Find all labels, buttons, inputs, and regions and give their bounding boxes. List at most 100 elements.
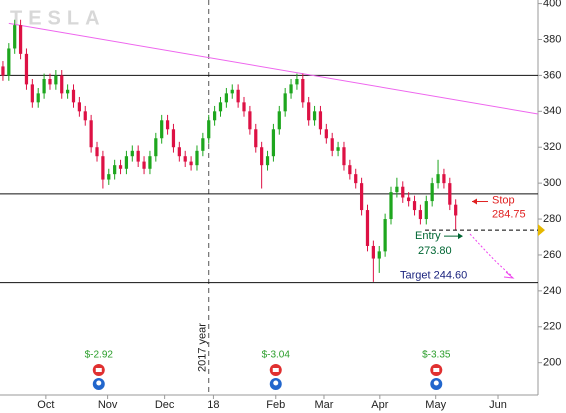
event-label: $-3.04 xyxy=(262,350,291,361)
candle-body xyxy=(312,111,317,121)
candle-body xyxy=(271,129,276,157)
candle-body xyxy=(307,102,311,121)
x-tick-label: May xyxy=(425,399,446,411)
level-label: Target 244.60 xyxy=(400,270,467,282)
event-icon-phone-glyph xyxy=(433,368,440,372)
candle-body xyxy=(248,111,252,130)
candle-body xyxy=(142,161,146,169)
entry-label: Entry xyxy=(415,230,441,242)
candle-body xyxy=(383,219,387,252)
candle-body xyxy=(289,84,293,94)
candle-body xyxy=(136,150,140,162)
x-tick-label: Dec xyxy=(155,399,175,411)
x-tick-label: Jun xyxy=(489,399,507,411)
candle-body xyxy=(130,150,134,157)
stop-label: Stop xyxy=(492,194,515,206)
candle-body xyxy=(207,120,211,139)
candle-body xyxy=(124,156,129,169)
candle-body xyxy=(89,120,93,148)
candle-body xyxy=(418,210,423,220)
x-tick-label: 18 xyxy=(207,399,219,411)
candle-body xyxy=(189,161,193,166)
candle-body xyxy=(348,165,352,175)
candle-body xyxy=(412,201,417,211)
y-tick-label: 220 xyxy=(543,321,561,333)
y-tick-label: 320 xyxy=(543,141,561,153)
candle-body xyxy=(301,79,305,103)
y-tick-label: 340 xyxy=(543,105,561,117)
candle-body xyxy=(295,79,299,85)
candle-body xyxy=(336,147,340,151)
stop-arrow-head xyxy=(472,198,477,205)
trendline xyxy=(8,22,539,115)
event-label: $-2.92 xyxy=(85,350,114,361)
candle-body xyxy=(260,147,264,166)
candle-body xyxy=(212,111,217,121)
chart-title: TESLA xyxy=(10,7,106,29)
candle-body xyxy=(113,165,117,175)
candle-body xyxy=(407,197,411,202)
candle-body xyxy=(330,138,334,151)
candle-body xyxy=(354,174,358,184)
candle-body xyxy=(430,183,434,202)
candle-body xyxy=(224,93,228,103)
event-icon-bulb-glyph xyxy=(273,380,279,386)
candle-body xyxy=(48,79,52,85)
candle-body xyxy=(389,192,393,220)
candle-body xyxy=(177,147,181,157)
candle-body xyxy=(24,53,29,85)
x-tick-label: Oct xyxy=(37,399,54,411)
candle-body xyxy=(30,84,34,103)
candle-body xyxy=(377,251,381,259)
event-icon-phone-glyph xyxy=(95,368,102,372)
event-icon-bulb-glyph xyxy=(433,380,439,386)
x-tick-label: Mar xyxy=(314,399,333,411)
candle-body xyxy=(318,111,323,130)
x-tick-label: Apr xyxy=(371,399,388,411)
candle-body xyxy=(118,165,123,169)
candle-body xyxy=(442,174,446,184)
projection-path xyxy=(469,233,513,277)
candle-body xyxy=(424,201,428,220)
candle-body xyxy=(165,120,170,130)
y-tick-label: 200 xyxy=(543,357,561,369)
candle-body xyxy=(448,183,452,205)
candle-body xyxy=(365,210,370,246)
candle-body xyxy=(277,111,281,130)
event-icon-phone-glyph xyxy=(272,368,279,372)
candle-body xyxy=(230,89,234,94)
price-marker xyxy=(538,224,545,237)
y-tick-label: 240 xyxy=(543,285,561,297)
projection-arrow xyxy=(503,271,515,279)
candle-body xyxy=(18,25,23,54)
x-tick-label: Nov xyxy=(98,399,118,411)
y-tick-label: 400 xyxy=(543,0,561,9)
candle-body xyxy=(395,186,399,193)
event-label: $-3.35 xyxy=(422,350,451,361)
candle-body xyxy=(254,129,258,148)
y-tick-label: 300 xyxy=(543,177,561,189)
candle-body xyxy=(36,93,40,103)
candle-body xyxy=(101,156,105,180)
y-tick-label: 360 xyxy=(543,69,561,81)
candle-body xyxy=(171,129,176,148)
candle-body xyxy=(77,102,81,112)
y-tick-label: 380 xyxy=(543,33,561,45)
candle-body xyxy=(454,204,458,216)
candle-body xyxy=(195,150,199,166)
candle-body xyxy=(283,93,287,112)
candle-body xyxy=(60,75,64,94)
candle-body xyxy=(236,89,240,103)
event-icon-bulb-glyph xyxy=(96,380,102,386)
stop-value: 284.75 xyxy=(492,208,526,220)
candle-body xyxy=(371,245,375,259)
candle-body xyxy=(83,111,87,121)
candle-body xyxy=(13,25,17,49)
y-tick-label: 260 xyxy=(543,249,561,261)
candle-body xyxy=(183,156,187,162)
candle-body xyxy=(242,102,246,112)
year-divider-label: 2017 year xyxy=(197,323,209,372)
candle-body xyxy=(342,147,346,166)
candle-body xyxy=(154,138,158,157)
